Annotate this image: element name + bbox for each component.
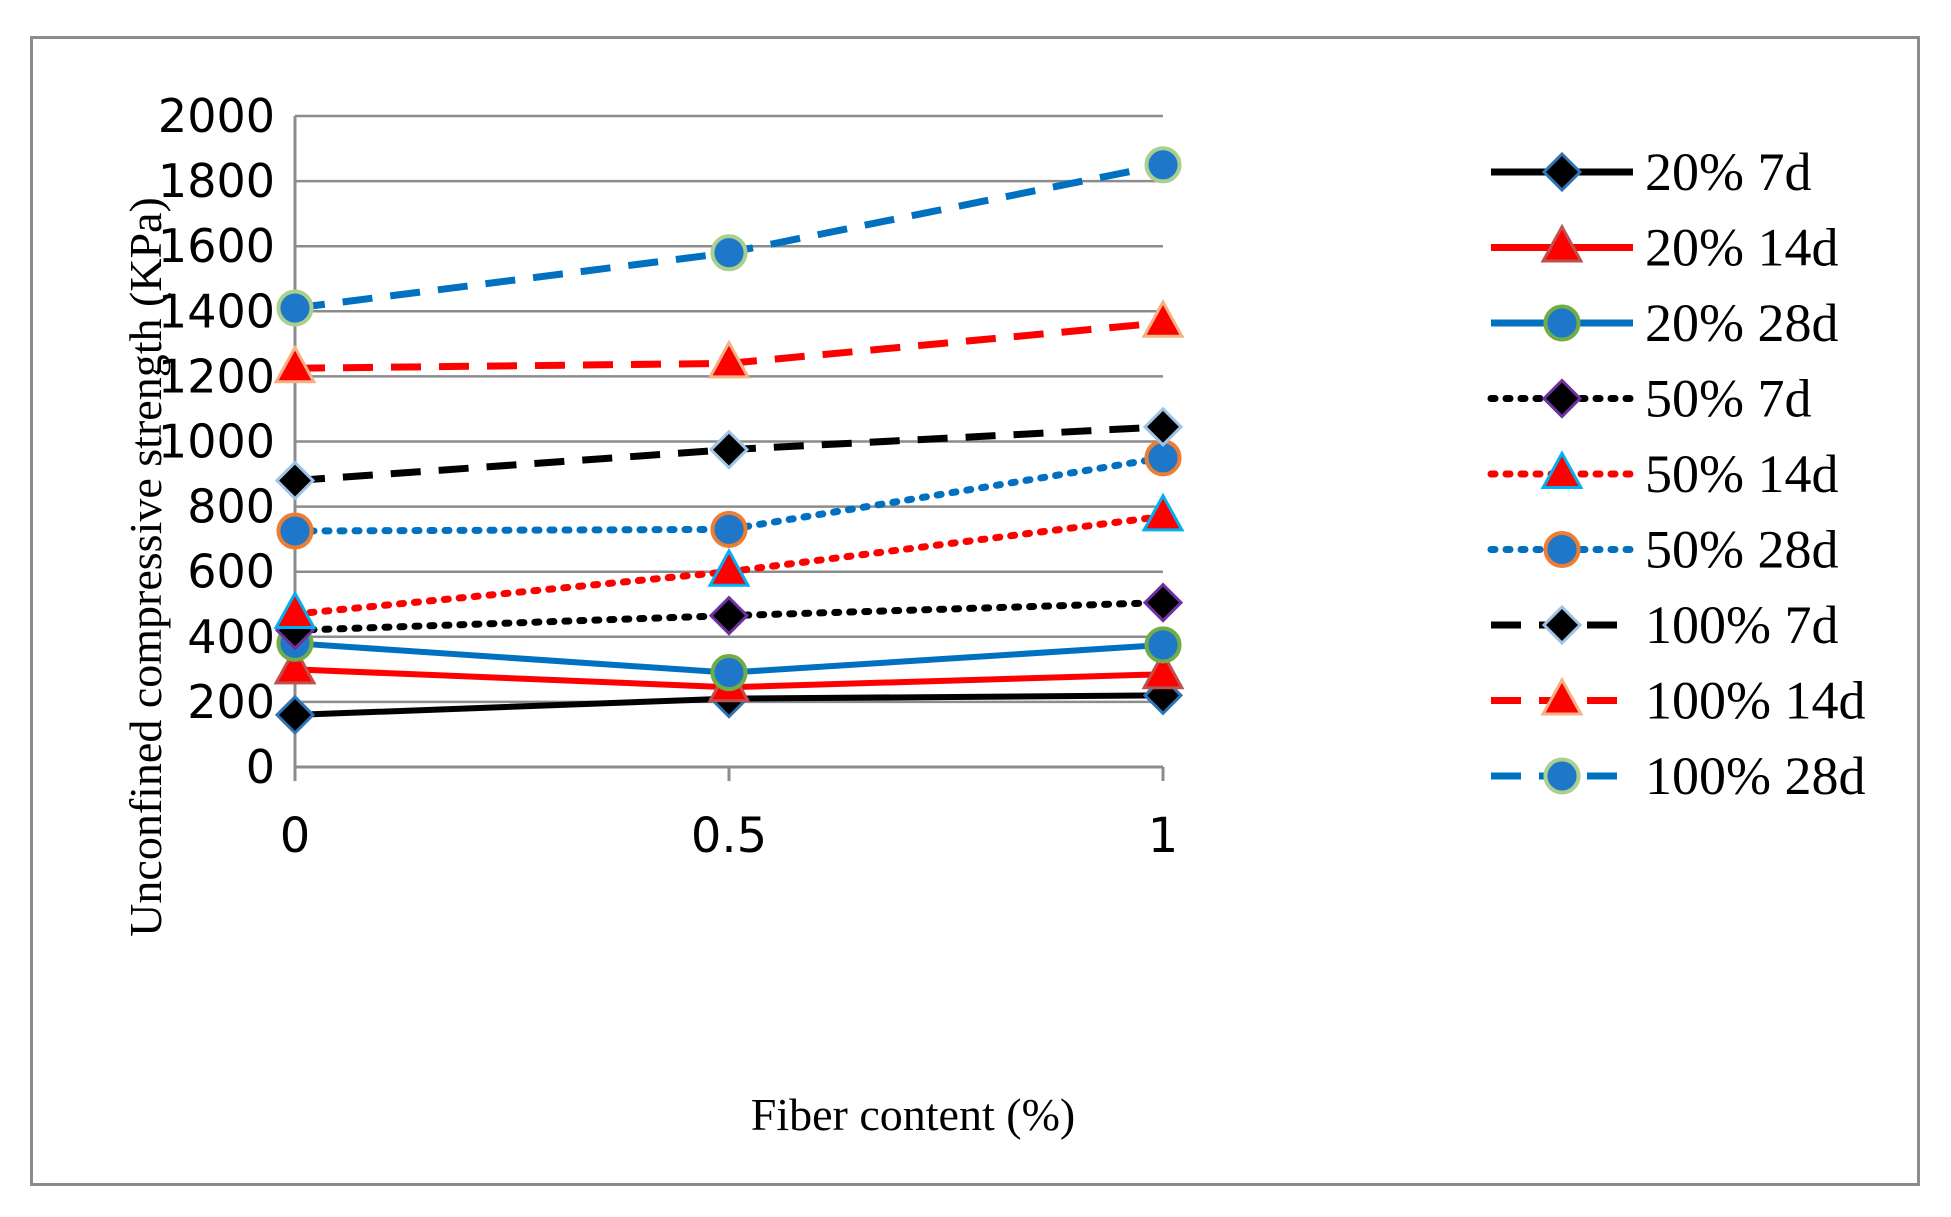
y-tick-label-800: 800 [187,480,275,534]
series-1-point-0 [273,645,317,685]
y-tick-label-400: 400 [187,610,275,664]
y-tick-label-600: 600 [187,545,275,599]
legend-marker-7 [1540,676,1584,716]
series-3-point-2 [1142,582,1184,623]
y-tick-label-1600: 1600 [158,219,275,273]
y-tick-label-1800: 1800 [158,154,275,208]
series-7-point-0 [273,344,317,384]
x-axis-title: Fiber content (%) [751,1089,1075,1140]
y-tick-label-2000: 2000 [158,89,275,143]
legend-label-0: 20% 7d [1645,142,1811,202]
y-tick-label-1000: 1000 [158,415,275,469]
series-6-point-0 [274,460,316,501]
legend: 20% 7d 20% 14d 20% 28d 50% 7d 50% 14d 50% 28d… [1487,142,1865,806]
series-7-point-1 [707,339,751,379]
series-6-point-2 [1142,406,1184,447]
legend-label-3: 50% 7d [1645,369,1811,429]
legend-marker-1 [1540,223,1584,263]
legend-label-6: 100% 7d [1645,595,1838,655]
y-tick-label-200: 200 [187,675,275,729]
series-5-point-0 [276,512,314,550]
y-tick-label-1200: 1200 [158,349,275,403]
legend-marker-5 [1543,530,1581,569]
legend-marker-0 [1541,151,1583,193]
series-6-point-1 [708,429,750,470]
legend-label-7: 100% 14d [1645,671,1865,731]
series-4-point-2 [1141,492,1185,532]
legend-label-8: 100% 28d [1645,746,1865,806]
legend-label-5: 50% 28d [1645,520,1838,580]
series-8-point-1 [710,234,748,272]
legend-label-4: 50% 14d [1645,444,1838,504]
series-0-point-0 [274,694,316,736]
series-2-point-1 [710,654,748,692]
legend-label-1: 20% 14d [1645,218,1838,278]
series-markers [273,146,1185,736]
x-tick-label-2: 1 [1148,808,1179,864]
legend-marker-2 [1543,304,1581,342]
series-4-point-1 [707,547,751,587]
series-7-point-2 [1141,298,1185,338]
y-tick-label-1400: 1400 [158,284,275,338]
legend-marker-8 [1543,757,1581,795]
chart-frame: 0 200 400 600 800 1000 1200 1400 1600 1800 2000 0 0.… [30,36,1920,1186]
series-4-point-0 [273,590,317,630]
tick-labels: 0 200 400 600 800 1000 1200 1400 1600 1800 2000 0 0.… [158,89,1178,864]
y-axis-title: Unconfined compressive strength (KPa) [120,197,171,937]
legend-marker-3 [1541,378,1583,419]
line-chart: 0 200 400 600 800 1000 1200 1400 1600 1800 2000 0 0.… [120,89,1865,1140]
x-tick-label-1: 0.5 [691,808,767,864]
legend-label-2: 20% 28d [1645,293,1838,353]
series-8-point-0 [276,289,314,327]
series-2-point-2 [1144,626,1182,664]
legend-marker-4 [1540,450,1584,489]
series-3-point-1 [708,595,750,636]
y-tick-label-0: 0 [246,740,275,794]
x-tick-label-0: 0 [280,808,311,864]
series-1-point-2 [1141,650,1185,690]
series-5-point-1 [710,510,748,548]
series-8-point-2 [1144,146,1182,184]
legend-marker-6 [1541,604,1583,646]
